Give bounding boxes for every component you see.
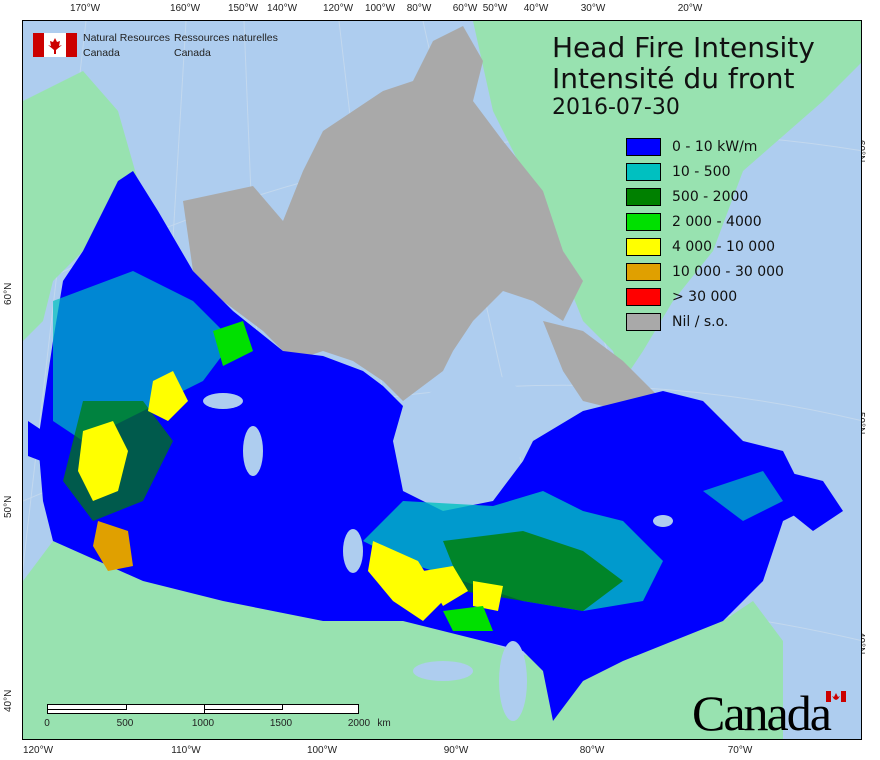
legend-item: 10 000 - 30 000 xyxy=(626,259,784,284)
lakes xyxy=(203,393,673,721)
hudson-bay xyxy=(408,371,533,501)
scale-label: 500 xyxy=(116,718,134,729)
graticule-label-bottom: 90°W xyxy=(443,745,469,756)
legend-swatch xyxy=(626,137,661,156)
legend-label: Nil / s.o. xyxy=(672,313,729,330)
graticule-label-top: 60°W xyxy=(452,3,478,14)
legend-label: 10 000 - 30 000 xyxy=(672,263,784,280)
graticule-label-top: 170°W xyxy=(69,3,101,14)
graticule-label-top: 120°W xyxy=(322,3,354,14)
legend-item: Nil / s.o. xyxy=(626,309,784,334)
wordmark-flag-icon xyxy=(826,691,846,702)
baffin-nodata xyxy=(543,321,663,411)
legend-swatch xyxy=(626,212,661,231)
vancouver-island-intensity xyxy=(28,421,43,461)
alaska-landmass xyxy=(23,71,138,341)
legend-item: 0 - 10 kW/m xyxy=(626,134,784,159)
graticule-label-top: 50°W xyxy=(482,3,508,14)
legend-swatch xyxy=(626,312,661,331)
legend-label: > 30 000 xyxy=(672,288,738,305)
org-fr-line2: Canada xyxy=(174,47,211,59)
legend-swatch xyxy=(626,237,661,256)
title-en: Head Fire Intensity xyxy=(552,31,815,64)
graticule-label-top: 160°W xyxy=(169,3,201,14)
graticule-label-top: 150°W xyxy=(227,3,259,14)
arctic-nodata xyxy=(183,26,583,401)
graticule-label-top: 80°W xyxy=(406,3,432,14)
canada-flag-icon xyxy=(33,33,77,57)
legend-item: 2 000 - 4000 xyxy=(626,209,784,234)
graticule-label-top: 20°W xyxy=(677,3,703,14)
scale-bar xyxy=(47,704,359,714)
scale-label: 2000 xyxy=(347,718,371,729)
graticule-label-bottom: 80°W xyxy=(579,745,605,756)
scale-label: 0 xyxy=(44,718,50,729)
newfoundland-intensity xyxy=(783,471,843,531)
map-date: 2016-07-30 xyxy=(552,95,680,120)
legend-swatch xyxy=(626,162,661,181)
intensity-patches xyxy=(53,271,783,631)
graticule-label-top: 100°W xyxy=(364,3,396,14)
graticule-label-left: 50°N xyxy=(3,495,14,518)
legend-swatch xyxy=(626,187,661,206)
legend-label: 4 000 - 10 000 xyxy=(672,238,776,255)
canada-wordmark: Canada xyxy=(692,685,832,741)
graticule-label-bottom: 70°W xyxy=(727,745,753,756)
org-en-line2: Canada xyxy=(83,47,120,59)
legend-item: 4 000 - 10 000 xyxy=(626,234,784,259)
legend-swatch xyxy=(626,287,661,306)
graticule-label-left: 40°N xyxy=(3,689,14,712)
map-title: Head Fire Intensity Intensité du front xyxy=(552,32,815,94)
org-fr-line1: Ressources naturelles xyxy=(174,32,278,44)
legend-item: > 30 000 xyxy=(626,284,784,309)
legend-swatch xyxy=(626,262,661,281)
scale-label: 1000 xyxy=(191,718,215,729)
graticule-label-top: 140°W xyxy=(266,3,298,14)
org-en-line1: Natural Resources xyxy=(83,32,170,44)
legend-label: 2 000 - 4000 xyxy=(672,213,762,230)
legend-label: 500 - 2000 xyxy=(672,188,749,205)
graticule-label-bottom: 110°W xyxy=(171,745,201,756)
scale-unit: km xyxy=(377,718,391,729)
legend-label: 10 - 500 xyxy=(672,163,731,180)
usa-landmass xyxy=(23,541,783,739)
scale-label: 1500 xyxy=(269,718,293,729)
legend-item: 500 - 2000 xyxy=(626,184,784,209)
legend-item: 10 - 500 xyxy=(626,159,784,184)
legend: 0 - 10 kW/m 10 - 500 500 - 2000 2 000 - 400… xyxy=(626,134,784,334)
title-fr: Intensité du front xyxy=(552,62,795,95)
graticule-label-bottom: 100°W xyxy=(306,745,338,756)
legend-label: 0 - 10 kW/m xyxy=(672,138,758,155)
graticule-label-top: 40°W xyxy=(523,3,549,14)
graticule-label-left: 60°N xyxy=(3,282,14,305)
graticule-label-top: 30°W xyxy=(580,3,606,14)
map-canvas[interactable] xyxy=(23,21,862,740)
greenland-landmass xyxy=(473,21,861,381)
map-frame[interactable]: Natural Resources Canada Ressources natu… xyxy=(22,20,862,740)
graticule-label-bottom: 120°W xyxy=(22,745,54,756)
